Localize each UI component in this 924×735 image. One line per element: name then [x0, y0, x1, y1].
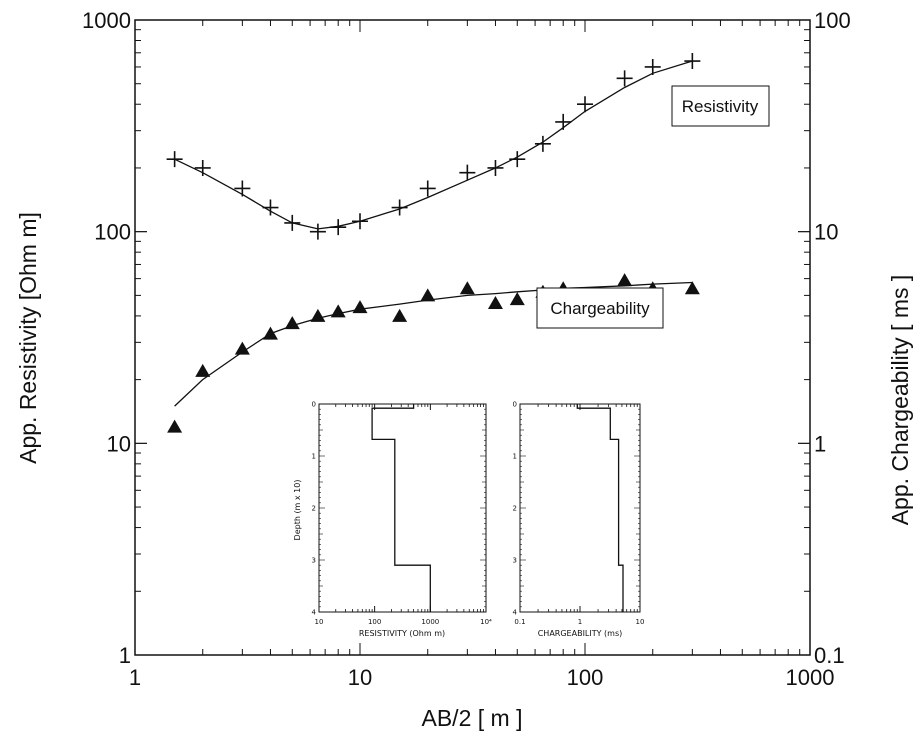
- chargeability-point: [330, 304, 346, 318]
- resistivity-point: [309, 223, 326, 240]
- chargeability-point: [509, 292, 525, 306]
- chargeability-point: [234, 341, 250, 355]
- x-tick-label: 1000: [786, 665, 835, 690]
- x-tick-label: 100: [567, 665, 604, 690]
- y-tick-label: 1: [119, 643, 131, 668]
- chargeability-point: [420, 288, 436, 302]
- inset1-y-tick: 2: [312, 505, 316, 513]
- resistivity-point: [534, 135, 551, 152]
- resistivity-point: [555, 113, 572, 130]
- inset2-x-title: CHARGEABILITY (ms): [538, 629, 623, 638]
- resistivity-model-line: [371, 404, 431, 612]
- resistivity-fit-line: [174, 60, 693, 230]
- inset2-y-tick: 1: [513, 453, 517, 461]
- inset1-frame: [318, 403, 487, 613]
- chargeability-point: [352, 300, 368, 314]
- resistivity-depth-inset: 0 1 2 3 4 10 100 1000 10⁴ RESISTIVITY (O…: [293, 401, 492, 639]
- inset1-x-title: RESISTIVITY (Ohm m): [359, 629, 445, 638]
- chargeability-point: [167, 419, 183, 433]
- main-axis-ticks: [134, 19, 811, 656]
- resistivity-point: [487, 159, 504, 176]
- y2-tick-label: 0.1: [814, 643, 845, 668]
- inset1-y-tick: 0: [312, 401, 316, 409]
- data-markers: [166, 53, 701, 433]
- inset1-y-tick: 3: [312, 557, 316, 565]
- inset1-y-tick: 1: [312, 453, 316, 461]
- resistivity-point: [684, 53, 701, 70]
- inset1-y-tick: 4: [312, 609, 317, 617]
- chargeability-point: [459, 281, 475, 295]
- inset2-y-tick: 0: [513, 401, 517, 409]
- inset1-x-tick: 1000: [421, 618, 439, 626]
- chargeability-point: [284, 316, 300, 330]
- resistivity-point: [330, 219, 347, 236]
- y-tick-label: 10: [107, 431, 131, 456]
- chargeability-label-box: [536, 287, 664, 329]
- inset2-y-tick: 2: [513, 505, 517, 513]
- x-axis-title: AB/2 [ m ]: [422, 705, 523, 731]
- resistivity-point: [577, 96, 593, 113]
- x-tick-label: 10: [348, 665, 372, 690]
- inset2-x-tick: 0.1: [514, 618, 525, 626]
- inset1-y-title: Depth (m x 10): [293, 480, 302, 541]
- inset2-y-tick: 3: [513, 557, 517, 565]
- resistivity-label-box: [671, 85, 770, 127]
- resistivity-point: [616, 70, 633, 87]
- y-tick-label: 100: [94, 220, 131, 245]
- y2-tick-label: 100: [814, 8, 851, 33]
- inset2-frame: [519, 403, 641, 613]
- y-axis-title: App. Resistivity [Ohm m]: [15, 212, 41, 464]
- resistivity-point: [166, 151, 183, 168]
- inset1-x-tick: 10: [315, 618, 324, 626]
- chargeability-depth-inset: 0 1 2 3 4 0.1 1 10 CHARGEABILITY (ms): [513, 401, 645, 639]
- chargeability-point: [617, 273, 633, 287]
- resistivity-point: [234, 180, 251, 197]
- resistivity-label: Resistivity: [682, 97, 759, 116]
- y-tick-label: 1000: [82, 8, 131, 33]
- resistivity-point: [391, 199, 408, 216]
- resistivity-point: [194, 159, 211, 176]
- chargeability-point: [487, 296, 503, 310]
- x-tick-label: 1: [129, 665, 141, 690]
- resistivity-point: [352, 213, 368, 230]
- fit-curves: [174, 60, 693, 407]
- inset1-x-tick: 10⁴: [480, 618, 492, 626]
- inset2-x-tick: 1: [578, 618, 582, 626]
- resistivity-point: [262, 199, 279, 216]
- inset1-x-tick: 100: [368, 618, 381, 626]
- chargeability-point: [195, 363, 211, 377]
- resistivity-point: [509, 151, 526, 168]
- chargeability-label: Chargeability: [550, 299, 650, 318]
- chargeability-point: [262, 326, 278, 340]
- resistivity-point: [284, 214, 301, 231]
- chargeability-point: [310, 308, 326, 322]
- chargeability-model-line: [576, 404, 624, 612]
- resistivity-point: [644, 58, 661, 75]
- inset1-ticks: [318, 403, 487, 613]
- y2-tick-label: 10: [814, 220, 838, 245]
- main-plot-frame: [134, 19, 811, 656]
- y2-tick-label: 1: [814, 431, 826, 456]
- chargeability-point: [684, 281, 700, 295]
- main-plot: 1 10 100 1000 0.1 1 10 100 1 10 100 1000…: [15, 8, 913, 731]
- inset2-x-tick: 10: [636, 618, 645, 626]
- chargeability-point: [392, 308, 408, 322]
- inset2-y-tick: 4: [513, 609, 518, 617]
- resistivity-point: [419, 180, 436, 197]
- y2-axis-title: App. Chargeability [ ms ]: [887, 275, 913, 526]
- resistivity-point: [459, 164, 476, 181]
